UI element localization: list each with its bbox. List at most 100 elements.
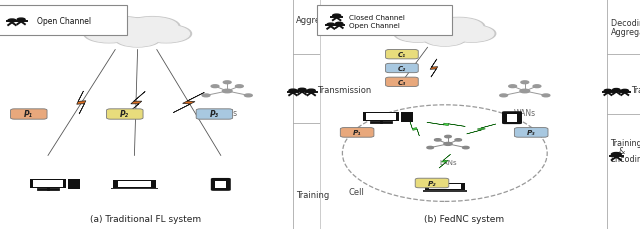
Text: P₂: P₂: [428, 180, 436, 186]
Text: Aggregation: Aggregation: [296, 16, 348, 25]
Text: Training: Training: [296, 190, 330, 199]
FancyBboxPatch shape: [385, 50, 419, 60]
FancyBboxPatch shape: [118, 181, 151, 187]
Circle shape: [141, 25, 191, 44]
Text: C₃: C₃: [398, 79, 406, 85]
Polygon shape: [127, 92, 145, 114]
Circle shape: [611, 153, 621, 156]
Circle shape: [143, 26, 189, 43]
Polygon shape: [430, 60, 438, 78]
Circle shape: [236, 85, 243, 88]
Circle shape: [104, 20, 172, 44]
Circle shape: [394, 26, 442, 43]
FancyBboxPatch shape: [317, 6, 452, 36]
Circle shape: [100, 19, 175, 45]
Circle shape: [448, 26, 496, 43]
Circle shape: [115, 31, 161, 48]
FancyBboxPatch shape: [507, 114, 517, 122]
Text: (b) FedNC system: (b) FedNC system: [424, 214, 504, 223]
Circle shape: [298, 89, 306, 92]
Text: Encoding: Encoding: [611, 155, 640, 164]
FancyBboxPatch shape: [429, 184, 461, 189]
Circle shape: [433, 18, 485, 37]
FancyBboxPatch shape: [211, 178, 231, 191]
Text: LANs: LANs: [439, 159, 457, 165]
FancyBboxPatch shape: [385, 78, 419, 87]
Circle shape: [327, 24, 335, 27]
Circle shape: [542, 95, 550, 97]
FancyBboxPatch shape: [216, 181, 226, 188]
FancyBboxPatch shape: [502, 112, 522, 125]
Text: P₃: P₃: [527, 130, 536, 136]
Polygon shape: [439, 155, 451, 168]
Circle shape: [86, 26, 132, 43]
FancyBboxPatch shape: [68, 179, 80, 189]
FancyBboxPatch shape: [366, 114, 396, 120]
Circle shape: [17, 19, 25, 22]
Circle shape: [307, 90, 316, 93]
Circle shape: [413, 21, 477, 44]
FancyBboxPatch shape: [111, 188, 157, 189]
Circle shape: [289, 90, 297, 93]
Polygon shape: [410, 123, 419, 136]
FancyBboxPatch shape: [401, 112, 413, 123]
Text: &: &: [618, 147, 625, 156]
Text: P₁: P₁: [24, 110, 33, 119]
Text: C₂: C₂: [398, 66, 406, 72]
Text: Decoding &: Decoding &: [611, 18, 640, 27]
Circle shape: [423, 31, 467, 47]
Circle shape: [84, 25, 134, 44]
Circle shape: [223, 82, 231, 84]
Circle shape: [435, 139, 441, 142]
FancyBboxPatch shape: [0, 6, 127, 36]
Circle shape: [335, 23, 343, 26]
Circle shape: [116, 32, 159, 47]
Circle shape: [396, 27, 440, 42]
Text: Closed Channel: Closed Channel: [349, 15, 405, 21]
Circle shape: [427, 147, 433, 149]
Text: Transmission: Transmission: [317, 85, 372, 94]
Text: Cell: Cell: [349, 187, 365, 196]
Circle shape: [244, 95, 252, 97]
Circle shape: [127, 18, 178, 37]
Circle shape: [125, 18, 180, 37]
Text: Training: Training: [611, 139, 640, 148]
Circle shape: [450, 27, 494, 42]
Circle shape: [463, 147, 469, 149]
Circle shape: [407, 19, 455, 36]
Circle shape: [521, 82, 529, 84]
Circle shape: [425, 32, 465, 46]
Text: Aggregation: Aggregation: [611, 28, 640, 37]
FancyBboxPatch shape: [10, 109, 47, 120]
FancyBboxPatch shape: [196, 109, 233, 120]
Circle shape: [202, 95, 210, 97]
Polygon shape: [77, 92, 86, 114]
Text: Transmission: Transmission: [631, 85, 640, 95]
Circle shape: [612, 89, 620, 92]
Text: (a) Traditional FL system: (a) Traditional FL system: [90, 214, 202, 223]
FancyBboxPatch shape: [340, 128, 374, 138]
FancyBboxPatch shape: [363, 112, 399, 122]
Text: Open Channel: Open Channel: [37, 16, 92, 26]
FancyBboxPatch shape: [30, 179, 66, 188]
Text: Open Channel: Open Channel: [349, 23, 400, 29]
FancyBboxPatch shape: [113, 180, 156, 188]
Circle shape: [211, 85, 219, 88]
Polygon shape: [173, 93, 204, 113]
Text: P₃: P₃: [210, 110, 219, 119]
Circle shape: [509, 85, 516, 88]
Circle shape: [500, 95, 508, 97]
FancyBboxPatch shape: [33, 180, 63, 187]
FancyBboxPatch shape: [515, 128, 548, 138]
Circle shape: [455, 139, 461, 142]
Circle shape: [445, 136, 451, 138]
Text: C₁: C₁: [398, 52, 406, 58]
Polygon shape: [467, 125, 496, 134]
Circle shape: [533, 85, 541, 88]
Circle shape: [95, 18, 150, 37]
Text: P₂: P₂: [120, 110, 129, 119]
FancyBboxPatch shape: [106, 109, 143, 120]
FancyBboxPatch shape: [385, 64, 419, 73]
FancyBboxPatch shape: [423, 190, 467, 192]
Circle shape: [410, 20, 479, 44]
